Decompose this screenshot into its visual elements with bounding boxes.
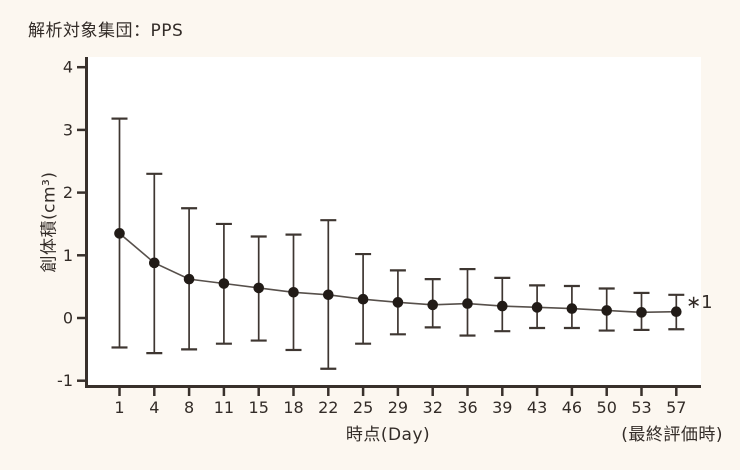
data-point: [253, 282, 264, 294]
x-tick-label: 39: [492, 398, 512, 417]
data-point: [183, 273, 195, 285]
data-point: [671, 306, 682, 318]
data-point: [531, 302, 543, 313]
data-point: [392, 297, 404, 308]
data-point: [462, 298, 473, 309]
y-tick-label: 4: [63, 58, 73, 77]
data-point: [323, 289, 334, 301]
x-tick-label: 32: [423, 398, 443, 417]
x-tick-label: 53: [631, 398, 651, 417]
x-axis-label: 時点(Day): [345, 425, 431, 445]
data-point: [601, 305, 612, 316]
data-point: [288, 286, 299, 298]
x-tick-label: 11: [214, 398, 234, 417]
x-tick-label: 50: [597, 398, 617, 417]
data-point: [149, 257, 160, 269]
x-tick-label: 36: [457, 398, 477, 417]
x-tick-label: 57: [666, 398, 686, 417]
y-tick-label: -1: [57, 371, 73, 390]
data-point: [636, 307, 647, 318]
x-tick-label: 1: [114, 398, 124, 417]
final-evaluation-label: (最終評価時): [621, 425, 723, 445]
data-point: [218, 278, 230, 289]
analysis-population-title: 解析対象集団：PPS: [28, 21, 184, 41]
data-point: [114, 228, 125, 239]
y-axis-label: 創体積(cm³): [39, 171, 60, 273]
x-tick-label: 15: [249, 398, 269, 417]
plot-area: [85, 57, 701, 388]
y-tick-label: 1: [63, 246, 73, 265]
y-tick-label: 3: [63, 120, 73, 139]
footnote-marker: ∗1: [686, 292, 713, 313]
x-tick-label: 22: [318, 398, 338, 417]
x-tick-label: 4: [149, 398, 159, 417]
x-tick-label: 18: [283, 398, 303, 417]
data-point: [566, 303, 578, 314]
x-tick-label: 25: [353, 398, 373, 417]
y-tick-label: 0: [63, 309, 73, 328]
x-tick-label: 8: [184, 398, 194, 417]
data-point: [427, 299, 439, 311]
x-tick-label: 29: [388, 398, 408, 417]
data-point: [357, 293, 369, 305]
data-point: [497, 300, 508, 312]
y-tick-label: 2: [63, 183, 73, 202]
x-tick-label: 46: [562, 398, 582, 417]
x-tick-label: 43: [527, 398, 547, 417]
